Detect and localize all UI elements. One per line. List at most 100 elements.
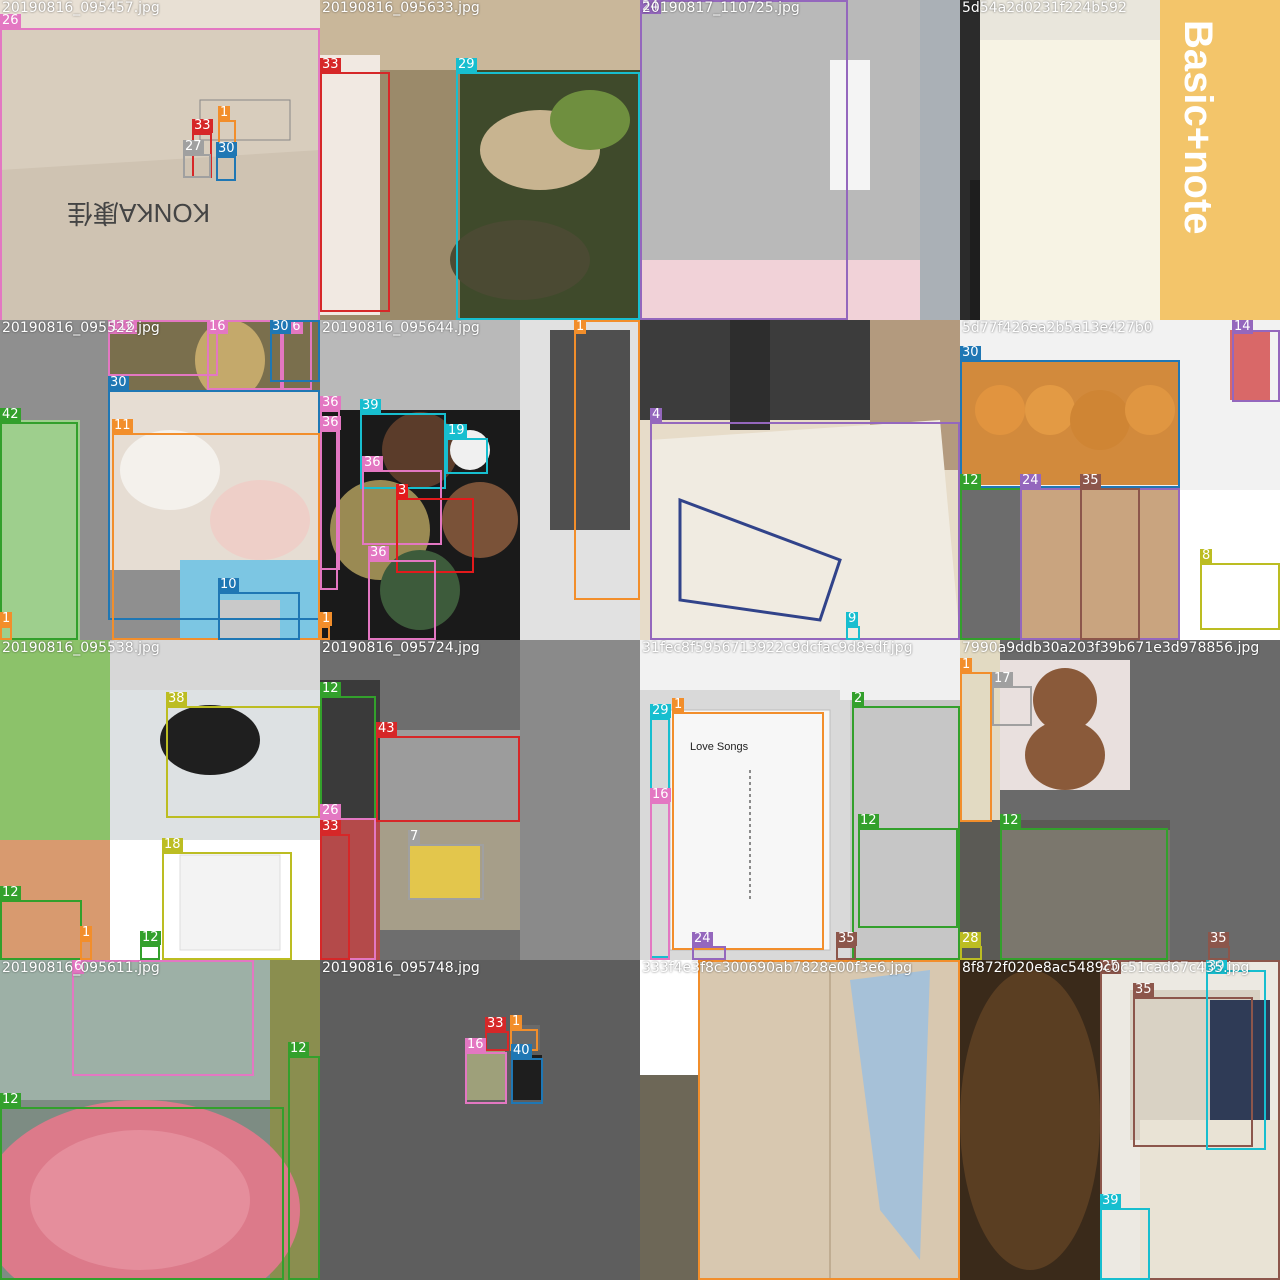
- detection-box: [960, 672, 992, 822]
- detection-class-label: 17: [992, 671, 1013, 686]
- detection-class-label: 12: [0, 885, 21, 900]
- detection-class-label: 39: [1100, 1193, 1121, 1208]
- detection-class-label: 33: [320, 819, 341, 834]
- photo-content: [0, 320, 320, 640]
- detection-class-label: 40: [511, 1043, 532, 1058]
- detection-box: [485, 1031, 509, 1051]
- image-tile: 33 29 20190816_095633.jpg: [320, 0, 640, 320]
- photo-content: [320, 640, 640, 960]
- detection-box: [183, 154, 211, 178]
- detection-class-label: 1: [510, 1014, 523, 1029]
- detection-box: [640, 0, 848, 320]
- detection-class-label: 35: [1080, 473, 1101, 488]
- detection-class-label: 16: [650, 787, 671, 802]
- detection-box: [852, 706, 960, 960]
- photo-content: [320, 0, 640, 320]
- tile-filename: 20190816_095522.jpg: [2, 320, 160, 336]
- detection-box: [698, 960, 960, 1280]
- detection-class-label: 39: [360, 398, 381, 413]
- tile-filename: 20190816_095538.jpg: [2, 640, 160, 656]
- photo-content: [320, 960, 640, 1280]
- detection-box: [216, 156, 236, 181]
- photo-content: [320, 320, 640, 640]
- image-tile: 333f4e3f8c300690ab7828e00f3e6.jpg: [640, 960, 960, 1280]
- detection-box: [456, 72, 640, 320]
- detection-class-label: 36: [368, 545, 389, 560]
- detection-class-label: 24: [1020, 473, 1041, 488]
- detection-box: [0, 28, 320, 320]
- detection-box: [960, 488, 1022, 640]
- detection-box: [650, 802, 670, 960]
- detection-class-label: 36: [362, 455, 383, 470]
- photo-content: [640, 0, 960, 320]
- detection-class-label: 1: [320, 611, 333, 626]
- detection-box: [270, 320, 320, 382]
- detection-box: [1100, 1208, 1150, 1280]
- detection-box: [672, 712, 824, 950]
- detection-box: [836, 946, 856, 960]
- detection-class-label: 12: [0, 1092, 21, 1107]
- detection-class-label: 30: [216, 141, 237, 156]
- detection-box: [112, 433, 320, 640]
- detection-class-label: 35: [836, 931, 857, 946]
- detection-class-label: 3: [396, 483, 409, 498]
- detection-class-label: 27: [183, 139, 204, 154]
- detection-box: [1080, 488, 1140, 640]
- detection-box: [0, 1107, 284, 1280]
- detection-box: [692, 946, 726, 960]
- detection-class-label: 24: [640, 0, 661, 14]
- tile-filename: 20190816_095633.jpg: [322, 0, 480, 16]
- detection-box: [207, 320, 282, 390]
- detection-box: [446, 438, 488, 474]
- detection-class-label: 33: [320, 57, 341, 72]
- photo-content: [640, 320, 960, 640]
- tile-filename: 20190816_095644.jpg: [322, 320, 480, 336]
- detection-box: [320, 72, 390, 312]
- detection-box: [162, 852, 292, 960]
- image-tile: 1 17 12 28 35 7990a9ddb30a203f39b671e3d978856…: [960, 640, 1280, 960]
- detection-box: [1100, 960, 1280, 1280]
- tile-filename: 5d54a2d0231f224b592: [962, 0, 1127, 16]
- detection-class-label: 1: [80, 925, 93, 940]
- detection-class-label: 19: [446, 423, 467, 438]
- photo-content: Basic+note: [960, 0, 1280, 320]
- detection-class-label: 4: [650, 407, 663, 422]
- detection-class-label: 9: [846, 611, 859, 626]
- detection-box: [858, 828, 958, 928]
- image-tile: KONKA康佳 26 33 1 27 30 20190816_095457.jpg: [0, 0, 320, 320]
- detection-box: [140, 945, 160, 960]
- detection-class-label: 24: [692, 931, 713, 946]
- detection-class-label: 39: [1206, 960, 1227, 974]
- detection-class-label: 29: [650, 703, 671, 718]
- detection-class-label: 1: [0, 611, 13, 626]
- detection-class-label: 14: [1232, 320, 1253, 334]
- detection-class-label: 35: [1133, 982, 1154, 997]
- image-tile: 24 20190817_110725.jpg: [640, 0, 960, 320]
- detection-class-label: 43: [376, 721, 397, 736]
- detection-box: [320, 626, 330, 640]
- image-tile: 38 18 12 1 12 20190816_095538.jpg: [0, 640, 320, 960]
- detection-box: [0, 900, 82, 960]
- detection-box: [368, 560, 436, 640]
- image-tile: 30 14 12 24 35 8 5d77f426ea2b5a13e427b0: [960, 320, 1280, 640]
- detection-class-label: 38: [166, 691, 187, 706]
- detection-class-label: 1: [218, 105, 231, 120]
- image-tile: 6 12 12 20190816_095611.jpg: [0, 960, 320, 1280]
- tile-filename: 7990a9ddb30a203f39b671e3d978856.jpg: [962, 640, 1260, 656]
- tile-filename: 20190816_095457.jpg: [2, 0, 160, 16]
- image-tile: 1 36 36 39 19 36 3 36 1 20190816_095644.jpg: [320, 320, 640, 640]
- detection-class-label: 30: [270, 320, 291, 334]
- detection-box: [650, 422, 960, 640]
- detection-class-label: 16: [207, 320, 228, 334]
- tile-filename: 20190816_095724.jpg: [322, 640, 480, 656]
- detection-class-label: 30: [108, 375, 129, 390]
- tile-filename: 333f4e3f8c300690ab7828e00f3e6.jpg: [642, 960, 913, 976]
- detection-class-label: 12: [960, 473, 981, 488]
- tile-filename: 20190816_095611.jpg: [2, 960, 160, 976]
- detection-class-label: 6: [72, 960, 85, 974]
- detection-class-label: 26: [320, 803, 341, 818]
- detection-box: [320, 430, 338, 590]
- detection-class-label: 16: [465, 1037, 486, 1052]
- detection-class-label: 18: [162, 837, 183, 852]
